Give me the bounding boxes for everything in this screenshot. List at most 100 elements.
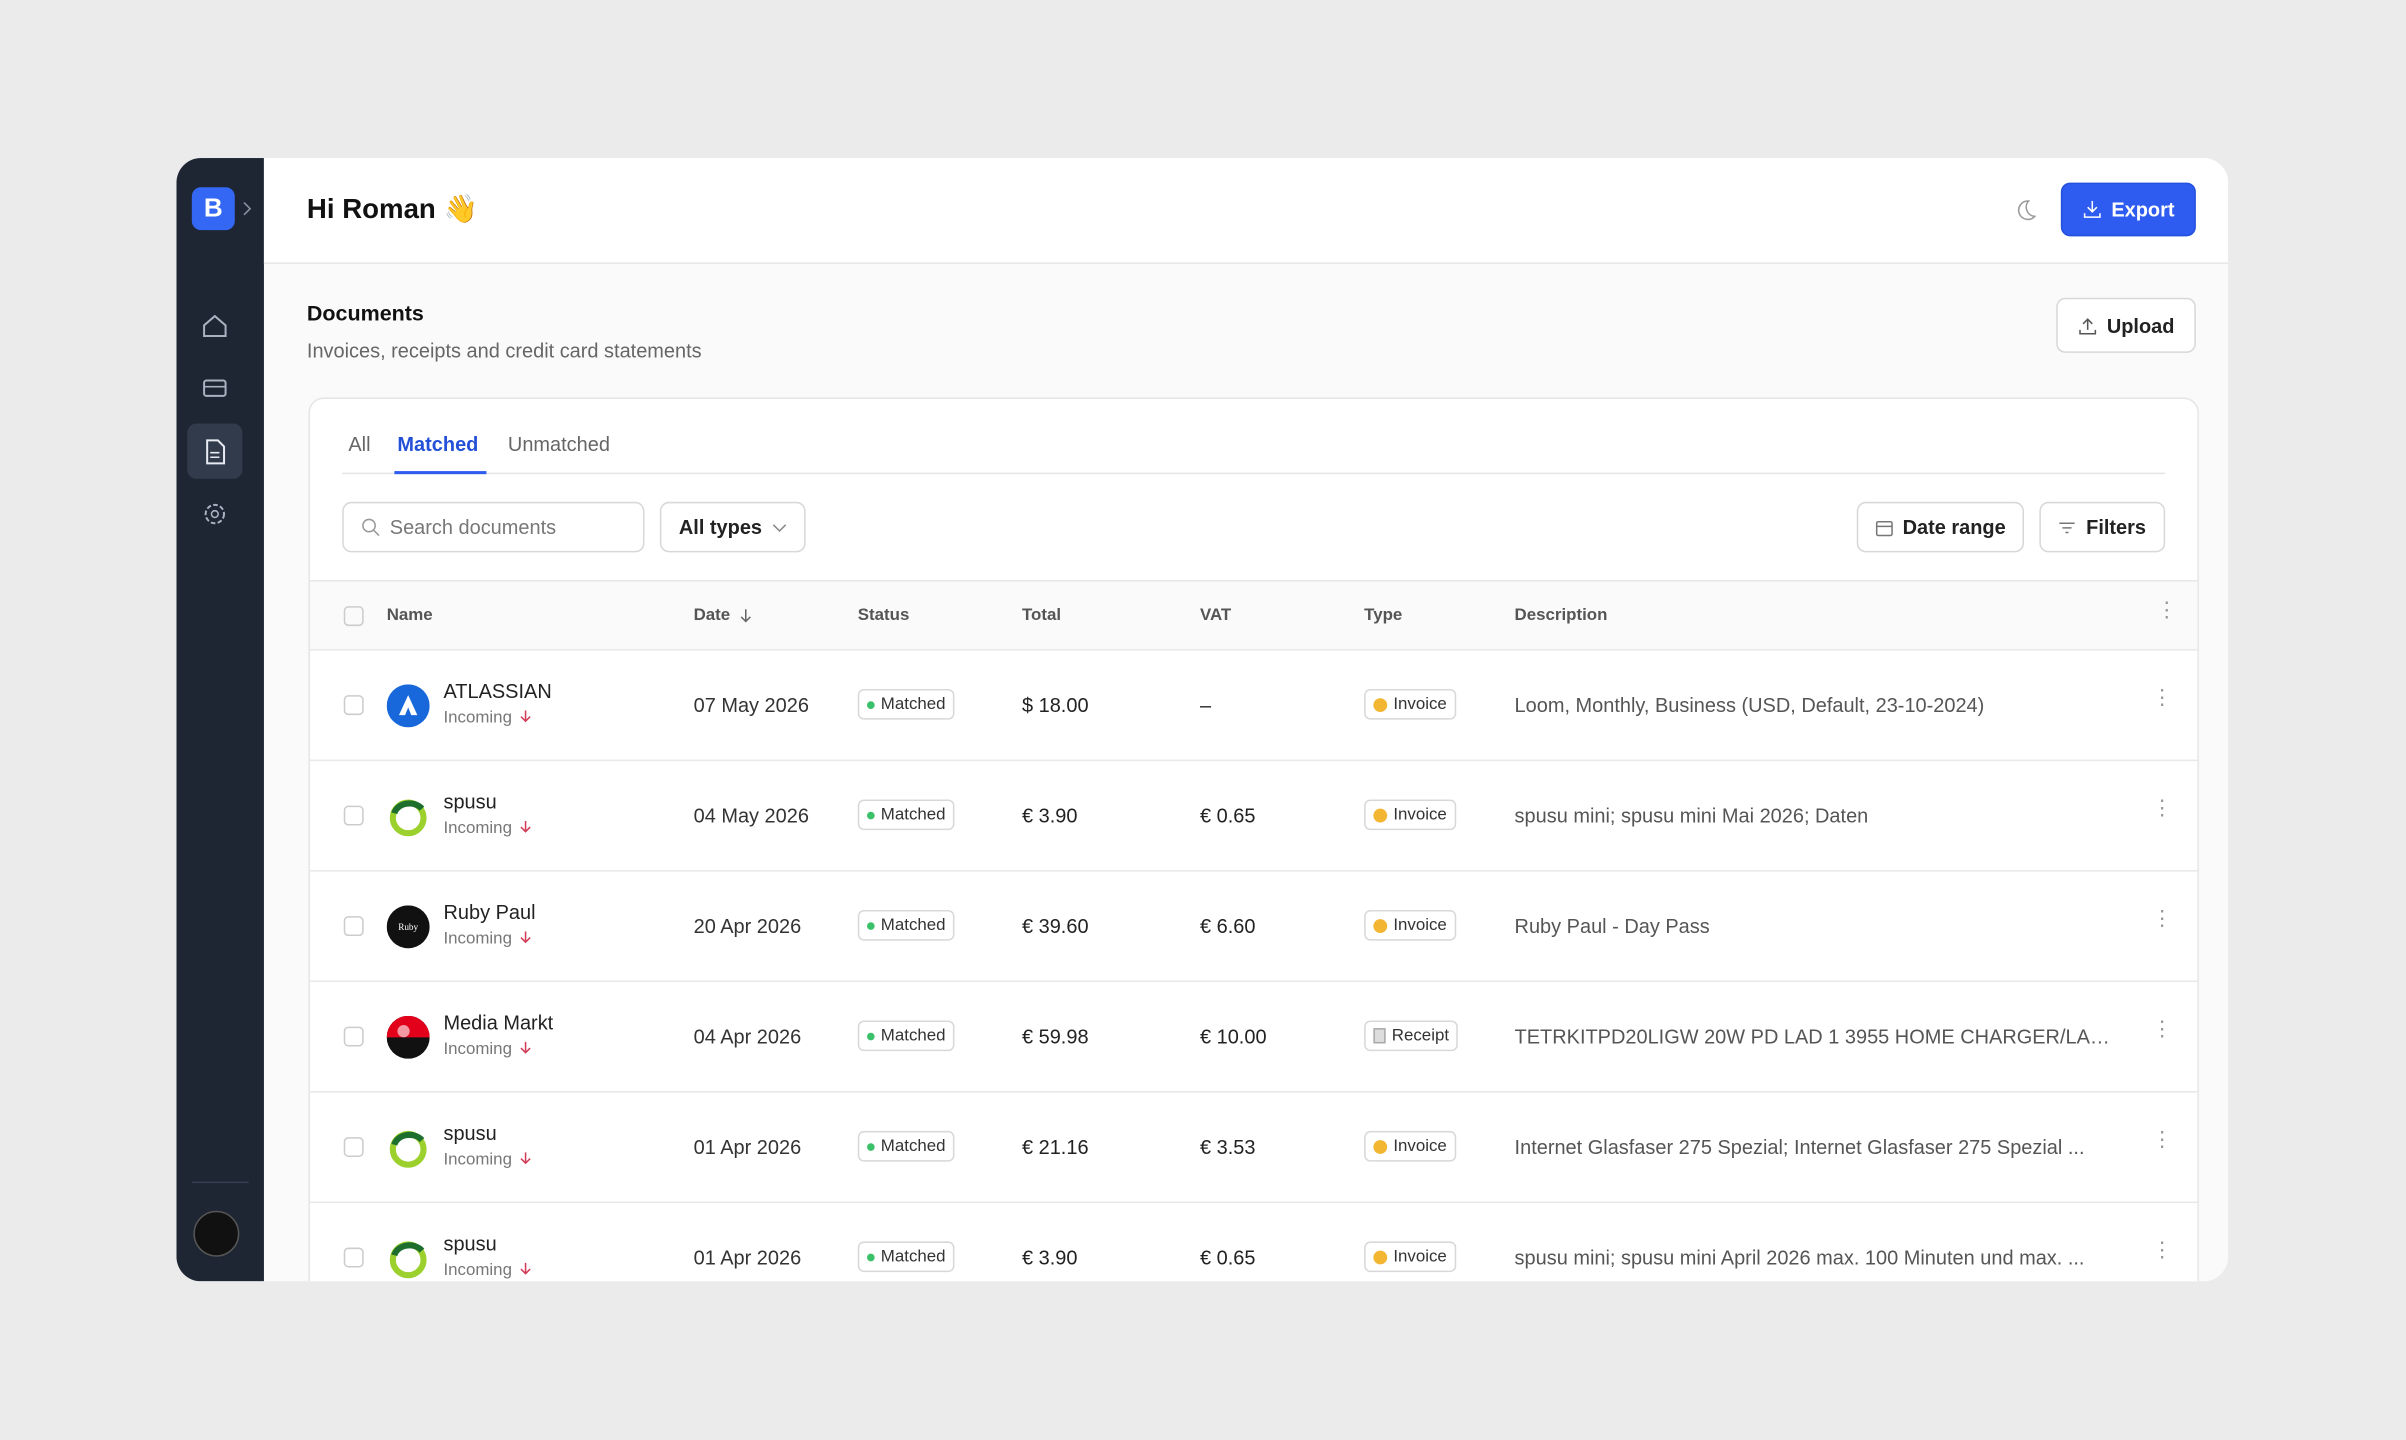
status-badge: Matched	[857, 688, 955, 720]
vendor-name: spusu	[443, 1121, 497, 1145]
incoming-arrow	[519, 1041, 531, 1054]
date: 04 Apr 2026	[693, 1025, 802, 1049]
type-label: Receipt	[1391, 1026, 1450, 1045]
theme-toggle[interactable]	[2013, 198, 2038, 223]
row-checkbox[interactable]	[343, 1137, 364, 1158]
nav-home[interactable]	[187, 298, 242, 353]
vendor-name: spusu	[443, 1232, 497, 1256]
table-row[interactable]: ATLASSIAN Incoming 07 May 2026 Matched $ 18.…	[309, 649, 2198, 761]
search-input[interactable]: Search documents	[342, 501, 645, 553]
description: spusu mini; spusu mini Mai 2026; Daten	[1514, 804, 1869, 828]
status-dot	[866, 810, 875, 819]
vendor-name: Ruby Paul	[443, 900, 536, 924]
total: € 59.98	[1021, 1025, 1089, 1049]
type-label: Invoice	[1393, 695, 1447, 714]
column-header[interactable]: Date	[693, 606, 731, 625]
nav-cards[interactable]	[187, 361, 242, 416]
date: 04 May 2026	[693, 804, 809, 828]
total: € 21.16	[1021, 1135, 1089, 1159]
status-badge: Matched	[857, 1130, 955, 1162]
row-menu[interactable]: ⋮	[2151, 905, 2173, 930]
row-checkbox[interactable]	[343, 805, 364, 826]
description: spusu mini; spusu mini April 2026 max. 1…	[1514, 1246, 2085, 1270]
tab[interactable]: All	[348, 432, 371, 456]
documents-table-card: All Matched Unmatched Search documents A…	[308, 397, 2199, 1282]
date-range-label: Date range	[1902, 515, 2006, 539]
status-dot	[866, 700, 875, 709]
row-menu[interactable]: ⋮	[2151, 1126, 2173, 1151]
column-header: Description	[1514, 606, 1608, 625]
tab-active[interactable]: Matched	[397, 432, 479, 456]
logo[interactable]: B	[191, 187, 235, 231]
total: € 39.60	[1021, 914, 1089, 938]
direction: Incoming	[443, 1151, 531, 1169]
column-header: Total	[1021, 606, 1062, 625]
row-checkbox[interactable]	[343, 695, 364, 716]
tab[interactable]: Unmatched	[507, 432, 610, 456]
row-checkbox[interactable]	[343, 1247, 364, 1268]
type-badge: Invoice	[1364, 688, 1457, 720]
type-icon	[1373, 1249, 1388, 1264]
column-menu[interactable]: ⋮	[2155, 596, 2178, 622]
vendor-name: spusu	[443, 790, 497, 814]
top-bar: Hi Roman 👋 Export	[263, 158, 2229, 264]
table-row[interactable]: spusu Incoming 04 May 2026 Matched € 3.90 € 0…	[309, 759, 2198, 872]
expand-icon[interactable]	[241, 199, 253, 217]
table-row[interactable]: spusu Incoming 01 Apr 2026 Matched € 3.90 € 0…	[309, 1201, 2198, 1282]
table-header: ⋮ Name Date Status Total VAT Type Description	[309, 580, 2198, 651]
direction: Incoming	[443, 1261, 531, 1280]
section-title: Documents	[306, 300, 424, 326]
direction: Incoming	[443, 819, 531, 838]
type-dropdown[interactable]: All types	[659, 501, 806, 553]
description: TETRKITPD20LIGW 20W PD LAD 1 3955 HOME C…	[1514, 1025, 2121, 1049]
table-row[interactable]: Ruby Ruby Paul Incoming 20 Apr 2026 Matched €…	[309, 870, 2198, 982]
nav-documents[interactable]	[187, 423, 243, 479]
status-dot	[866, 1252, 875, 1261]
vat: € 0.65	[1199, 1246, 1256, 1270]
description: Loom, Monthly, Business (USD, Default, 2…	[1514, 693, 1985, 717]
status-dot	[866, 1031, 875, 1040]
vendor-logo	[386, 1015, 430, 1059]
row-menu[interactable]: ⋮	[2151, 794, 2173, 820]
row-menu[interactable]: ⋮	[2151, 684, 2173, 709]
row-checkbox[interactable]	[343, 916, 364, 937]
type-icon	[1373, 697, 1388, 712]
avatar[interactable]	[193, 1210, 240, 1257]
type-label: Invoice	[1393, 805, 1447, 825]
nav-settings[interactable]	[187, 486, 242, 541]
row-menu[interactable]: ⋮	[2151, 1015, 2173, 1041]
total: € 3.90	[1021, 1246, 1078, 1270]
sort-icon[interactable]	[738, 608, 753, 623]
column-header: Status	[857, 606, 910, 625]
filters-button[interactable]: Filters	[2039, 501, 2166, 553]
vat: –	[1199, 693, 1212, 717]
table-row[interactable]: Media Markt Incoming 04 Apr 2026 Matched € 5…	[309, 980, 2198, 1093]
greeting: Hi Roman 👋	[306, 193, 478, 225]
search-placeholder: Search documents	[389, 515, 557, 539]
status-label: Matched	[880, 1026, 946, 1045]
select-all-checkbox[interactable]	[343, 606, 364, 627]
vendor-name: ATLASSIAN	[443, 679, 552, 703]
status-badge: Matched	[857, 909, 955, 941]
direction: Incoming	[443, 930, 531, 948]
vendor-logo	[389, 799, 427, 837]
status-label: Matched	[880, 695, 946, 714]
type-badge: Invoice	[1364, 1130, 1457, 1162]
status-label: Matched	[880, 1247, 946, 1266]
row-menu[interactable]: ⋮	[2151, 1236, 2173, 1262]
type-label: Invoice	[1393, 1247, 1447, 1266]
status-dot	[866, 1142, 875, 1151]
date: 01 Apr 2026	[693, 1135, 802, 1159]
export-button[interactable]: Export	[2060, 182, 2196, 237]
status-dot	[866, 921, 875, 930]
status-label: Matched	[880, 1137, 946, 1156]
row-checkbox[interactable]	[343, 1026, 364, 1047]
type-badge: Receipt	[1364, 1020, 1459, 1052]
type-badge: Invoice	[1364, 799, 1457, 831]
app-window: B Hi Roman 👋 Export Documents Invoices, …	[176, 158, 2229, 1282]
table-row[interactable]: spusu Incoming 01 Apr 2026 Matched € 21.16 € …	[309, 1091, 2198, 1203]
upload-button[interactable]: Upload	[2056, 297, 2196, 353]
status-badge: Matched	[857, 799, 955, 831]
date-range-button[interactable]: Date range	[1856, 501, 2025, 553]
